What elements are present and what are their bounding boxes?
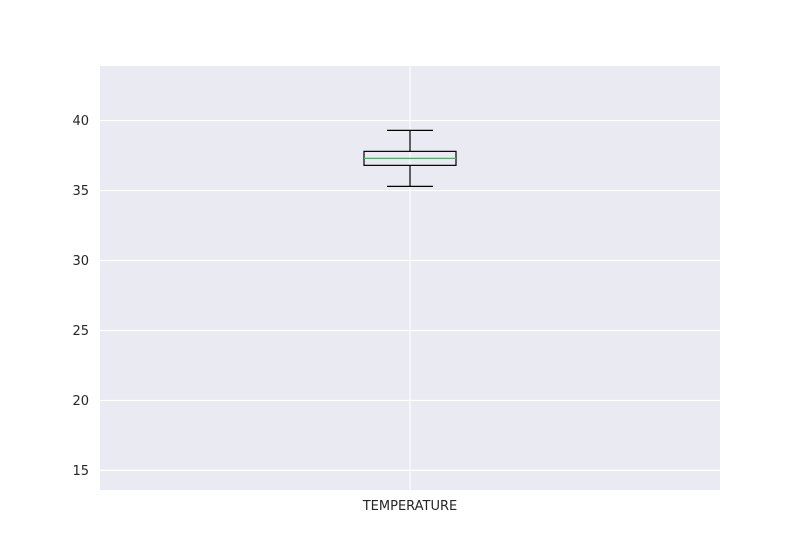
y-tick-label: 25 <box>72 324 89 339</box>
y-tick-label: 40 <box>72 114 89 129</box>
x-tick-labels: TEMPERATURE <box>362 499 458 514</box>
y-tick-label: 20 <box>72 394 89 409</box>
y-tick-label: 15 <box>72 464 89 479</box>
grid-layer <box>100 66 720 490</box>
y-tick-label: 30 <box>72 254 89 269</box>
box-layer <box>363 129 457 187</box>
y-tick-labels: 15 20 25 30 35 40 <box>72 114 89 479</box>
x-tick-label: TEMPERATURE <box>362 499 458 514</box>
y-tick-label: 35 <box>72 184 89 199</box>
